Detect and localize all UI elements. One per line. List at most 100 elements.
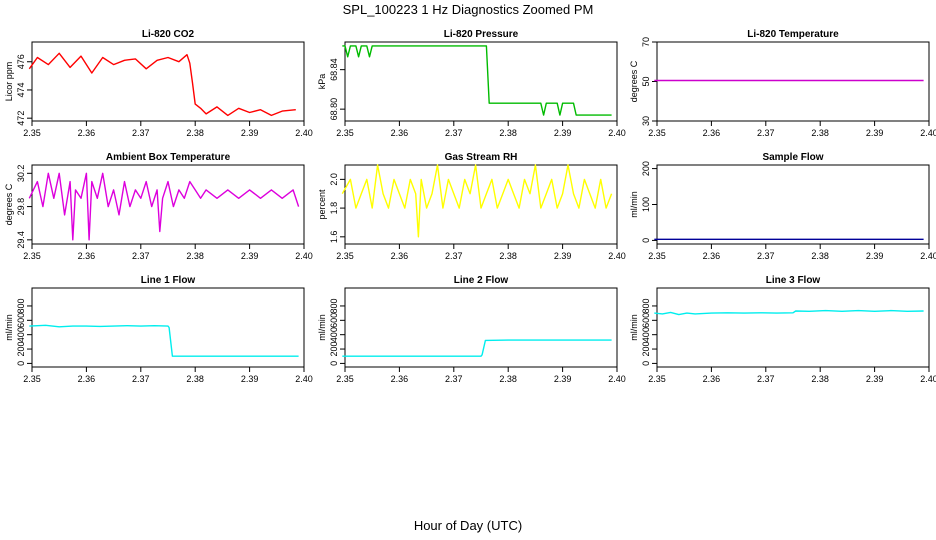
panel-1-title: Li-820 CO2 xyxy=(142,29,195,40)
panel-2-title: Li-820 Pressure xyxy=(444,29,519,40)
panel-5-ytick-label-1: 1.8 xyxy=(329,202,339,215)
panel-1-series-1-line xyxy=(28,52,296,117)
panel-8-xtick-label-1: 2.36 xyxy=(391,374,409,384)
panel-3-xtick-label-0: 2.35 xyxy=(648,128,666,138)
panel-4-ylabel: degrees C xyxy=(4,183,14,225)
panel-5-frame xyxy=(344,164,618,245)
panel-2-xtick-label-0: 2.35 xyxy=(336,128,354,138)
panel-5-xtick-label-5: 2.40 xyxy=(608,251,626,261)
panel-2-xtick-label-5: 2.40 xyxy=(608,128,626,138)
panel-4-xtick-label-0: 2.35 xyxy=(23,251,41,261)
panel-1-ytick-label-2: 476 xyxy=(16,54,26,69)
panel-4-frame xyxy=(31,164,305,245)
panel-2-ytick-label-0: 68.80 xyxy=(329,98,339,121)
panel-9-xtick-label-0: 2.35 xyxy=(648,374,666,384)
panel-8-title: Line 2 Flow xyxy=(454,275,509,286)
panel-1-xtick-label-3: 2.38 xyxy=(186,128,204,138)
panel-7-title: Line 1 Flow xyxy=(141,275,196,286)
panel-1-xtick-label-1: 2.36 xyxy=(78,128,96,138)
panel-8-frame xyxy=(344,287,618,368)
panel-8-ylabel: ml/min xyxy=(317,314,327,341)
panel-9-ytick-label-1: 200 xyxy=(641,342,651,357)
panel-9-ylabel: ml/min xyxy=(629,314,639,341)
panel-9-xtick-label-4: 2.39 xyxy=(866,374,884,384)
panel-6-ytick-label-2: 200 xyxy=(641,161,651,176)
panel-9-ytick-label-2: 400 xyxy=(641,327,651,342)
panel-9-series-1-line xyxy=(654,309,924,316)
panel-8-xtick-label-0: 2.35 xyxy=(336,374,354,384)
panel-1-xtick-label-5: 2.40 xyxy=(295,128,313,138)
panel-2-xtick-label-3: 2.38 xyxy=(499,128,517,138)
panel-7-xtick-label-1: 2.36 xyxy=(78,374,96,384)
panel-2-ytick-label-1: 68.84 xyxy=(329,58,339,81)
panel-3-xtick-label-1: 2.36 xyxy=(703,128,721,138)
panel-5-xtick-label-2: 2.37 xyxy=(445,251,463,261)
panel-4-xtick-label-3: 2.38 xyxy=(186,251,204,261)
panel-9-ytick-label-0: 0 xyxy=(641,361,651,366)
panel-7-frame xyxy=(31,287,305,368)
panel-7-series-1-line xyxy=(29,324,299,357)
panel-7-ytick-label-3: 600 xyxy=(16,313,26,328)
panel-8-xtick-label-3: 2.38 xyxy=(499,374,517,384)
panel-8-ytick-label-0: 0 xyxy=(329,361,339,366)
panel-1-ylabel: Licor ppm xyxy=(4,62,14,102)
panel-8-xtick-label-4: 2.39 xyxy=(554,374,572,384)
panel-7-xtick-label-0: 2.35 xyxy=(23,374,41,384)
panel-8-xtick-label-2: 2.37 xyxy=(445,374,463,384)
panel-1-xtick-label-2: 2.37 xyxy=(132,128,150,138)
panel-6-xtick-label-4: 2.39 xyxy=(866,251,884,261)
panel-9-xtick-label-5: 2.40 xyxy=(920,374,936,384)
panel-6-title: Sample Flow xyxy=(762,152,823,163)
panel-6-xtick-label-2: 2.37 xyxy=(757,251,775,261)
panel-8-xtick-label-5: 2.40 xyxy=(608,374,626,384)
panel-7-ytick-label-0: 0 xyxy=(16,361,26,366)
panel-6-xtick-label-0: 2.35 xyxy=(648,251,666,261)
panel-4-xtick-label-2: 2.37 xyxy=(132,251,150,261)
panel-3-xtick-label-3: 2.38 xyxy=(811,128,829,138)
panel-4-ytick-label-1: 29.8 xyxy=(16,198,26,216)
panel-6-ytick-label-1: 100 xyxy=(641,197,651,212)
panel-1-xtick-label-0: 2.35 xyxy=(23,128,41,138)
panel-8-ytick-label-2: 400 xyxy=(329,327,339,342)
panel-7-xtick-label-5: 2.40 xyxy=(295,374,313,384)
panel-4-ytick-label-2: 30.2 xyxy=(16,165,26,183)
panel-3-xtick-label-2: 2.37 xyxy=(757,128,775,138)
panel-3-title: Li-820 Temperature xyxy=(747,29,839,40)
panel-4-xtick-label-4: 2.39 xyxy=(241,251,259,261)
panel-9-title: Line 3 Flow xyxy=(766,275,821,286)
panel-3-ytick-label-2: 70 xyxy=(641,37,651,47)
panel-6-xtick-label-5: 2.40 xyxy=(920,251,936,261)
panel-7-xtick-label-2: 2.37 xyxy=(132,374,150,384)
panel-3-ytick-label-0: 30 xyxy=(641,116,651,126)
panel-8-ytick-label-4: 800 xyxy=(329,298,339,313)
panel-1-frame xyxy=(31,41,305,122)
panel-3-xtick-label-4: 2.39 xyxy=(866,128,884,138)
panel-5-ytick-label-2: 2.0 xyxy=(329,173,339,186)
panel-6-xtick-label-3: 2.38 xyxy=(811,251,829,261)
panel-2-xtick-label-4: 2.39 xyxy=(554,128,572,138)
panel-3-ylabel: degrees C xyxy=(629,60,639,102)
panel-7-xtick-label-3: 2.38 xyxy=(186,374,204,384)
panel-3-frame xyxy=(656,41,930,122)
panel-9-xtick-label-3: 2.38 xyxy=(811,374,829,384)
panel-9-xtick-label-1: 2.36 xyxy=(703,374,721,384)
panel-3-xtick-label-5: 2.40 xyxy=(920,128,936,138)
panel-2-xtick-label-1: 2.36 xyxy=(391,128,409,138)
panel-5-series-1-line xyxy=(341,164,613,238)
panel-5-xtick-label-4: 2.39 xyxy=(554,251,572,261)
panel-8-series-1-line xyxy=(342,339,612,357)
panel-5-ylabel: percent xyxy=(317,189,327,220)
panel-1-ytick-label-0: 472 xyxy=(16,111,26,126)
panel-5-xtick-label-1: 2.36 xyxy=(391,251,409,261)
panel-2-xtick-label-2: 2.37 xyxy=(445,128,463,138)
panel-6-ytick-label-0: 0 xyxy=(641,238,651,243)
panel-9-frame xyxy=(656,287,930,368)
panel-2-series-1-line xyxy=(342,45,612,116)
panel-7-ytick-label-1: 200 xyxy=(16,342,26,357)
panel-7-xtick-label-4: 2.39 xyxy=(241,374,259,384)
panel-9-xtick-label-2: 2.37 xyxy=(757,374,775,384)
panel-9-ytick-label-3: 600 xyxy=(641,313,651,328)
panel-7-ylabel: ml/min xyxy=(4,314,14,341)
panel-2-frame xyxy=(344,41,618,122)
panel-6-xtick-label-1: 2.36 xyxy=(703,251,721,261)
